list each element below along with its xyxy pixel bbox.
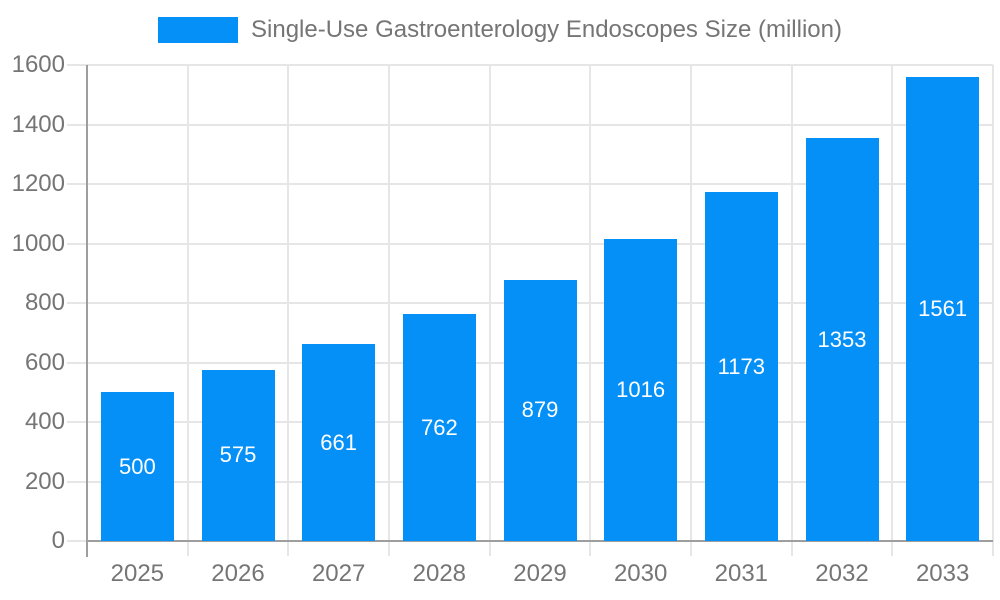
x-tick-label-2030: 2030 [613, 560, 668, 587]
grid-line-y-1000 [67, 242, 993, 245]
grid-line-x-2 [287, 65, 290, 556]
grid-line-y-1200 [67, 183, 993, 185]
y-axis-tick-0 [67, 540, 87, 542]
grid-line-x-7 [790, 65, 793, 556]
grid-line-x-3 [388, 65, 390, 556]
y-axis-line [86, 65, 88, 557]
y-tick-label-200: 200 [24, 467, 65, 495]
grid-line-y-1600 [67, 64, 993, 66]
bar-2031[interactable]: 1173 [704, 192, 778, 541]
x-tick-label-2033: 2033 [915, 560, 970, 587]
bar-value-label: 1173 [717, 353, 765, 379]
x-tick-label-2032: 2032 [815, 560, 869, 587]
grid-line-x-5 [589, 65, 592, 556]
grid-line-x-1 [186, 65, 189, 556]
bar-value-label: 1016 [616, 376, 666, 402]
grid-line-y-1400 [67, 123, 993, 126]
y-tick-label-1200: 1200 [11, 170, 65, 197]
bar-2030[interactable]: 1016 [604, 238, 678, 541]
x-tick-label-2029: 2029 [513, 560, 567, 587]
x-tick-label-2025: 2025 [110, 560, 165, 587]
y-tick-label-1600: 1600 [11, 51, 65, 78]
x-tick-label-2028: 2028 [412, 560, 467, 587]
y-tick-label-400: 400 [24, 408, 65, 435]
x-tick-label-2027: 2027 [311, 560, 366, 587]
legend-swatch [158, 17, 239, 43]
chart-legend[interactable]: Single-Use Gastroenterology Endoscopes S… [0, 16, 1000, 44]
bar-2033[interactable]: 1561 [906, 76, 980, 541]
bar-2027[interactable]: 661 [302, 344, 376, 541]
grid-line-x-4 [488, 65, 491, 556]
plot-area: 500 575 661 762 879 1016 1173 1353 1561 [67, 64, 994, 557]
x-axis-line [87, 540, 993, 542]
bar-value-label: 879 [521, 397, 559, 423]
bar-2025[interactable]: 500 [100, 392, 174, 541]
bar-value-label: 1353 [817, 326, 867, 352]
y-tick-label-800: 800 [24, 289, 65, 316]
grid-line-x-8 [891, 65, 894, 556]
x-tick-label-2026: 2026 [211, 560, 265, 587]
bar-value-label: 1561 [918, 295, 968, 321]
legend-label: Single-Use Gastroenterology Endoscopes S… [251, 16, 842, 43]
y-tick-label-0: 0 [51, 527, 65, 554]
x-tick-label-2031: 2031 [714, 560, 769, 587]
y-tick-label-1400: 1400 [11, 110, 65, 138]
bar-value-label: 575 [219, 442, 257, 468]
bar-2028[interactable]: 762 [402, 314, 476, 541]
y-tick-label-600: 600 [24, 348, 65, 376]
bar-2029[interactable]: 879 [503, 279, 577, 541]
bar-value-label: 500 [118, 453, 156, 479]
bar-2032[interactable]: 1353 [805, 138, 879, 541]
y-tick-label-1000: 1000 [11, 229, 65, 257]
grid-line-x-9 [992, 65, 994, 556]
bar-2026[interactable]: 575 [201, 369, 275, 541]
grid-line-x-6 [690, 65, 692, 556]
bar-value-label: 661 [320, 429, 358, 455]
bar-value-label: 762 [420, 414, 458, 440]
